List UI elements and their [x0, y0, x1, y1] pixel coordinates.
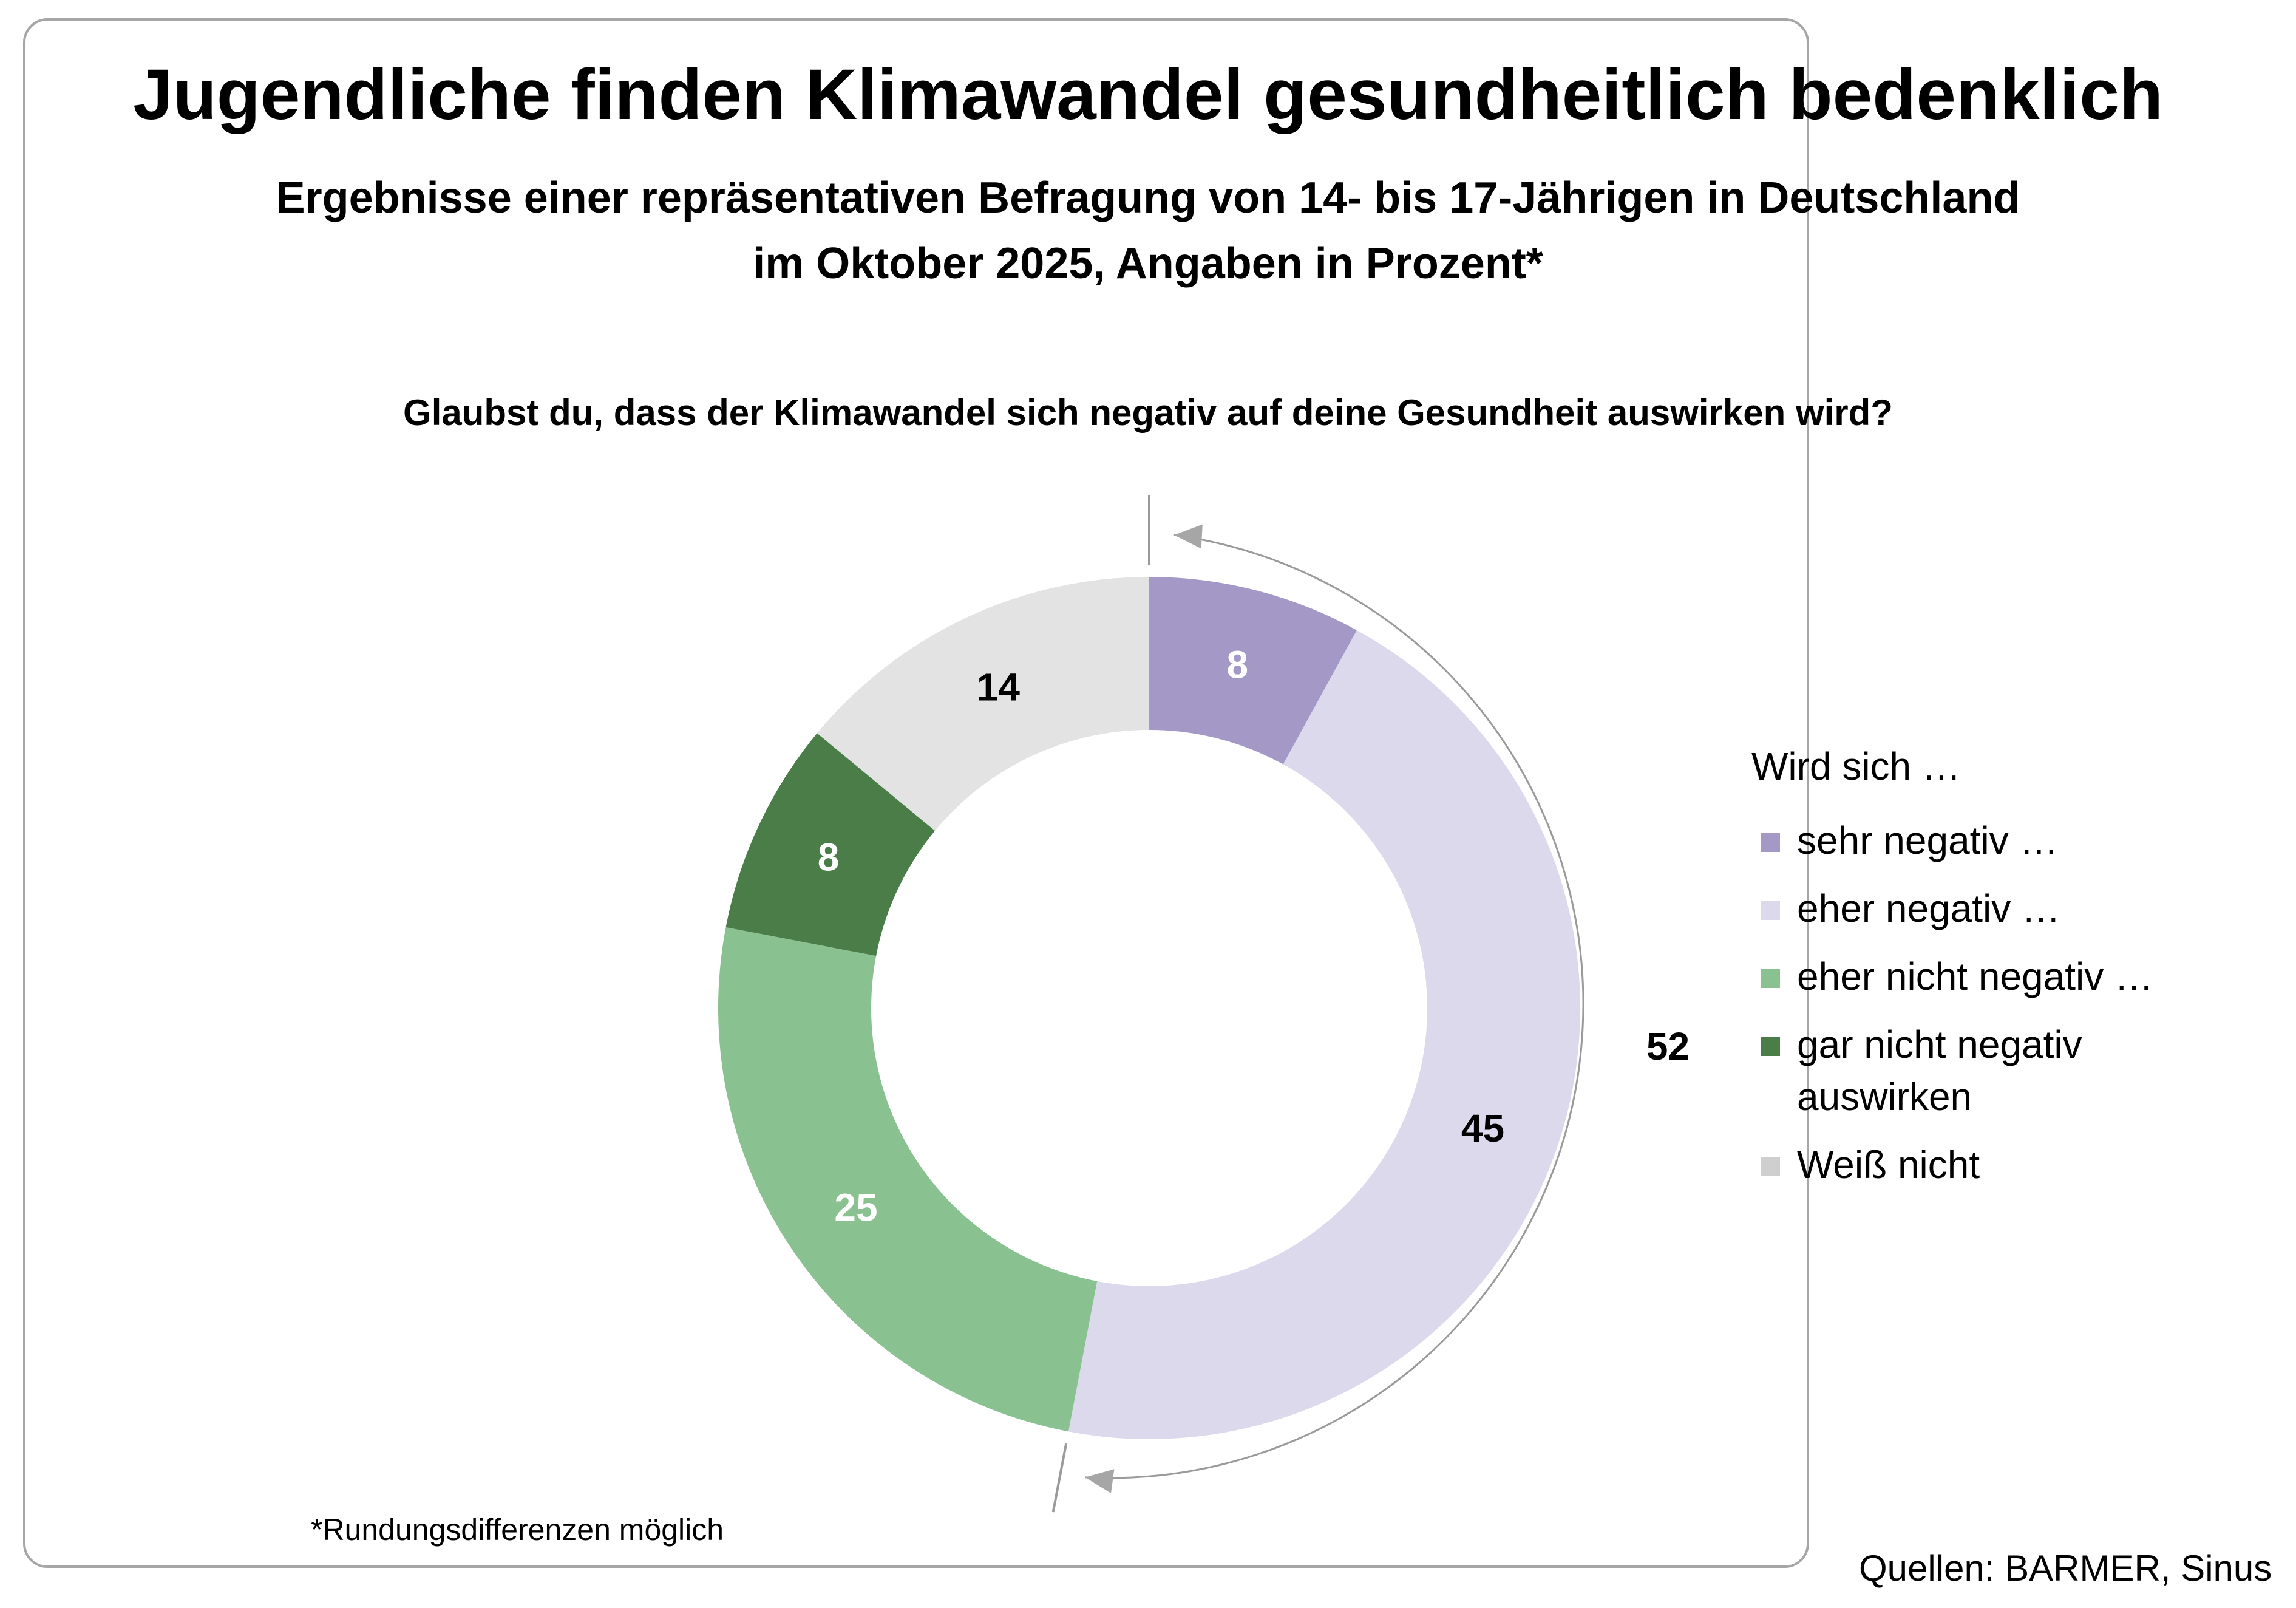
legend-swatch [1761, 1157, 1780, 1176]
donut-slices [718, 577, 1580, 1439]
subtitle-line-2: im Oktober 2025, Angaben in Prozent* [753, 239, 1543, 288]
bracket-total-label: 52 [1646, 1024, 1690, 1068]
legend-item-sehr-negativ: sehr negativ … [1751, 814, 2153, 867]
bracket-tick-end [1051, 1443, 1068, 1513]
bracket-arc [1085, 534, 1584, 1479]
legend-label: gar nicht negativ auswirken [1797, 1023, 2082, 1119]
slice-weiss-nicht [817, 577, 1149, 831]
legend: Wird sich … sehr negativ … eher negativ …… [1751, 744, 2153, 1207]
slice-gar-nicht-negativ [725, 733, 936, 956]
legend-swatch [1761, 969, 1780, 988]
slice-label-eher-nicht-negativ: 25 [834, 1185, 877, 1229]
bracket-arrow-top [1173, 524, 1203, 549]
slice-label-weiss-nicht: 14 [977, 666, 1021, 709]
frame-gap [1846, 1542, 2283, 1591]
chart-frame [23, 18, 1809, 1568]
legend-item-weiss-nicht: Weiß nicht [1751, 1139, 2153, 1191]
subtitle-line-1: Ergebnisse einer repräsentativen Befragu… [276, 174, 2020, 222]
slice-label-gar-nicht-negativ: 8 [818, 835, 840, 879]
legend-swatch [1761, 1037, 1780, 1056]
chart-title: Jugendliche finden Klimawandel gesundhei… [133, 55, 2163, 135]
legend-item-eher-nicht-negativ: eher nicht negativ … [1751, 950, 2153, 1003]
survey-question: Glaubst du, dass der Klimawandel sich ne… [403, 392, 1893, 433]
legend-label: eher negativ … [1797, 887, 2061, 930]
footnote: *Rundungsdifferenzen möglich [311, 1513, 724, 1547]
total-bracket: 52 [1051, 495, 1690, 1513]
slice-label-sehr-negativ: 8 [1226, 642, 1248, 686]
legend-swatch [1761, 833, 1780, 852]
legend-item-gar-nicht-negativ: gar nicht negativ auswirken [1751, 1018, 2153, 1123]
legend-label: Weiß nicht [1797, 1143, 1980, 1187]
source-note: Quellen: BARMER, Sinus [1859, 1548, 2272, 1589]
legend-item-eher-negativ: eher negativ … [1751, 882, 2153, 935]
legend-label: eher nicht negativ … [1797, 955, 2153, 998]
donut-slice-labels: 8 45 25 8 14 [818, 642, 1504, 1229]
legend-title: Wird sich … [1751, 744, 1961, 788]
chart-subtitle: Ergebnisse einer repräsentativen Befragu… [0, 165, 2296, 296]
legend-swatch [1761, 901, 1780, 920]
slice-label-eher-negativ: 45 [1461, 1106, 1504, 1150]
legend-items: sehr negativ … eher negativ … eher nicht n… [1751, 814, 2153, 1191]
slice-eher-nicht-negativ [718, 927, 1098, 1432]
slice-eher-negativ [1068, 630, 1580, 1439]
legend-label: sehr negativ … [1797, 819, 2059, 862]
slice-sehr-negativ [1149, 577, 1357, 765]
bracket-arrow-bottom [1085, 1469, 1115, 1493]
